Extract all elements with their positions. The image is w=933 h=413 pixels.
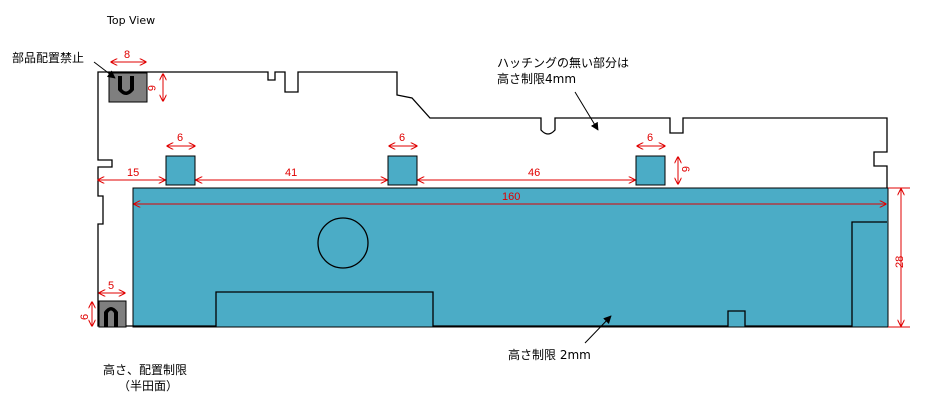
dim-total-height: 28 bbox=[894, 256, 906, 268]
dim-pad-height: 6 bbox=[679, 166, 691, 172]
leader-lines bbox=[93, 61, 612, 344]
bottom-note-line2: （半田面） bbox=[118, 379, 178, 393]
dim-spacing-1: 41 bbox=[285, 167, 297, 179]
dim-corner-height: 6 bbox=[79, 314, 91, 320]
view-title: Top View bbox=[106, 14, 155, 27]
mounting-hole bbox=[317, 217, 369, 269]
keepout-block-bottom bbox=[98, 300, 127, 328]
keepout-slot-bottom bbox=[104, 307, 118, 327]
pad-2 bbox=[387, 155, 418, 186]
pad-3 bbox=[635, 155, 666, 186]
pad-1 bbox=[165, 155, 196, 186]
bottom-note-line1: 高さ、配置制限 bbox=[103, 362, 187, 377]
dim-keepout-width: 8 bbox=[124, 49, 130, 61]
dim-spacing-2: 46 bbox=[528, 167, 540, 179]
keepout-slot-top bbox=[118, 76, 134, 95]
dim-total-length: 160 bbox=[502, 191, 520, 203]
dim-pad-width-1: 6 bbox=[177, 132, 183, 144]
inner-outline bbox=[133, 221, 887, 327]
dim-corner-width: 5 bbox=[108, 280, 114, 292]
dim-pad-width-2: 6 bbox=[399, 132, 405, 144]
dim-offset-left: 15 bbox=[127, 167, 139, 179]
keepout-label: 部品配置禁止 bbox=[12, 50, 84, 65]
height-limit-2mm-area bbox=[132, 187, 889, 328]
lower-note: 高さ制限 2mm bbox=[508, 347, 591, 362]
dim-keepout-height: 6 bbox=[145, 85, 157, 91]
upper-note-line2: 高さ制限4mm bbox=[497, 71, 576, 86]
dim-pad-width-3: 6 bbox=[647, 132, 653, 144]
upper-note-line1: ハッチングの無い部分は bbox=[497, 55, 629, 70]
dimension-lines bbox=[92, 62, 910, 328]
